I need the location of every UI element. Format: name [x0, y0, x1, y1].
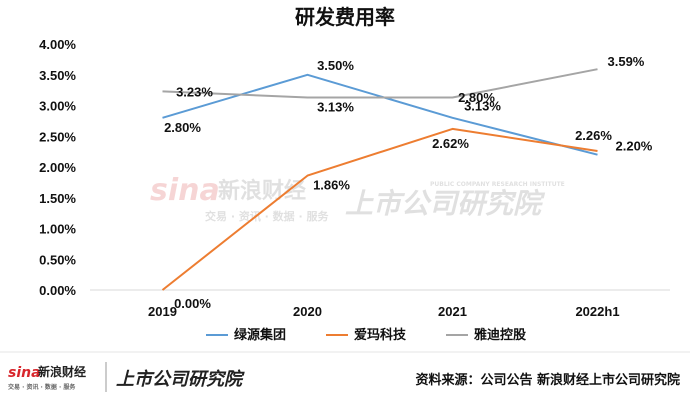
source-note: 资料来源：公司公告 新浪财经上市公司研究院 [415, 372, 680, 388]
data-label: 3.59% [608, 54, 645, 69]
legend-item-label: 爱玛科技 [354, 327, 407, 343]
footer-tags: 交易 · 资讯 · 数据 · 服务 [8, 383, 76, 391]
footer-sina-logo: sina [8, 365, 41, 381]
footer-research: 上市公司研究院 [116, 369, 245, 390]
data-labels: 2.80% 3.50% 2.80% 2.20% 0.00% 1.86% 2.62% 2.26%… [164, 54, 653, 311]
legend-item-label: 雅迪控股 [474, 327, 526, 343]
data-label: 3.13% [464, 99, 501, 114]
y-tick-label: 0.00% [39, 283, 76, 298]
data-label: 1.86% [313, 178, 350, 193]
data-label: 2.62% [432, 136, 469, 151]
footer-logo: sina 新浪财经 交易 · 资讯 · 数据 · 服务 上市公司研究院 [8, 362, 245, 392]
series-layer [161, 68, 598, 291]
y-tick-label: 0.50% [39, 252, 76, 267]
series-line-1 [161, 127, 598, 291]
watermark-research-en: PUBLIC COMPANY RESEARCH INSTITUTE [430, 181, 565, 188]
y-tick-label: 3.00% [39, 99, 76, 114]
data-label: 2.26% [575, 128, 612, 143]
x-tick-label: 2019 [148, 304, 177, 319]
axes: 0.00% 0.50% 1.00% 1.50% 2.00% 2.50% 3.00% 3.50%… [39, 37, 670, 319]
y-tick-label: 2.00% [39, 160, 76, 175]
y-tick-label: 2.50% [39, 129, 76, 144]
watermark-research: 上市公司研究院 [345, 187, 546, 220]
x-tick-label: 2022h1 [575, 304, 619, 319]
data-label: 3.23% [176, 84, 213, 99]
legend-item-label: 绿源集团 [234, 327, 286, 343]
x-tick-label: 2021 [438, 304, 467, 319]
watermark-sina-logo: sina [150, 173, 220, 208]
series-line-2 [162, 68, 598, 99]
data-label: 2.20% [616, 139, 653, 154]
y-tick-label: 1.50% [39, 191, 76, 206]
watermark-brand: 新浪财经 [218, 178, 306, 204]
y-tick-label: 3.50% [39, 68, 76, 83]
center-watermark: sina 新浪财经 交易 · 资讯 · 数据 · 服务 上市公司研究院 PUBL… [150, 173, 565, 223]
x-tick-label: 2020 [293, 304, 322, 319]
data-label: 3.13% [317, 100, 354, 115]
watermark-tags: 交易 · 资讯 · 数据 · 服务 [205, 209, 330, 223]
legend: 绿源集团 爱玛科技 雅迪控股 [206, 327, 526, 343]
data-label: 2.80% [458, 90, 495, 105]
series-line-0 [162, 73, 598, 156]
chart-title: 研发费用率 [295, 5, 395, 29]
y-tick-label: 4.00% [39, 37, 76, 52]
data-label: 2.80% [164, 120, 201, 135]
y-tick-label: 1.00% [39, 222, 76, 237]
data-label: 3.50% [317, 58, 354, 73]
footer-brand: 新浪财经 [38, 364, 86, 379]
data-label: 0.00% [174, 296, 211, 311]
